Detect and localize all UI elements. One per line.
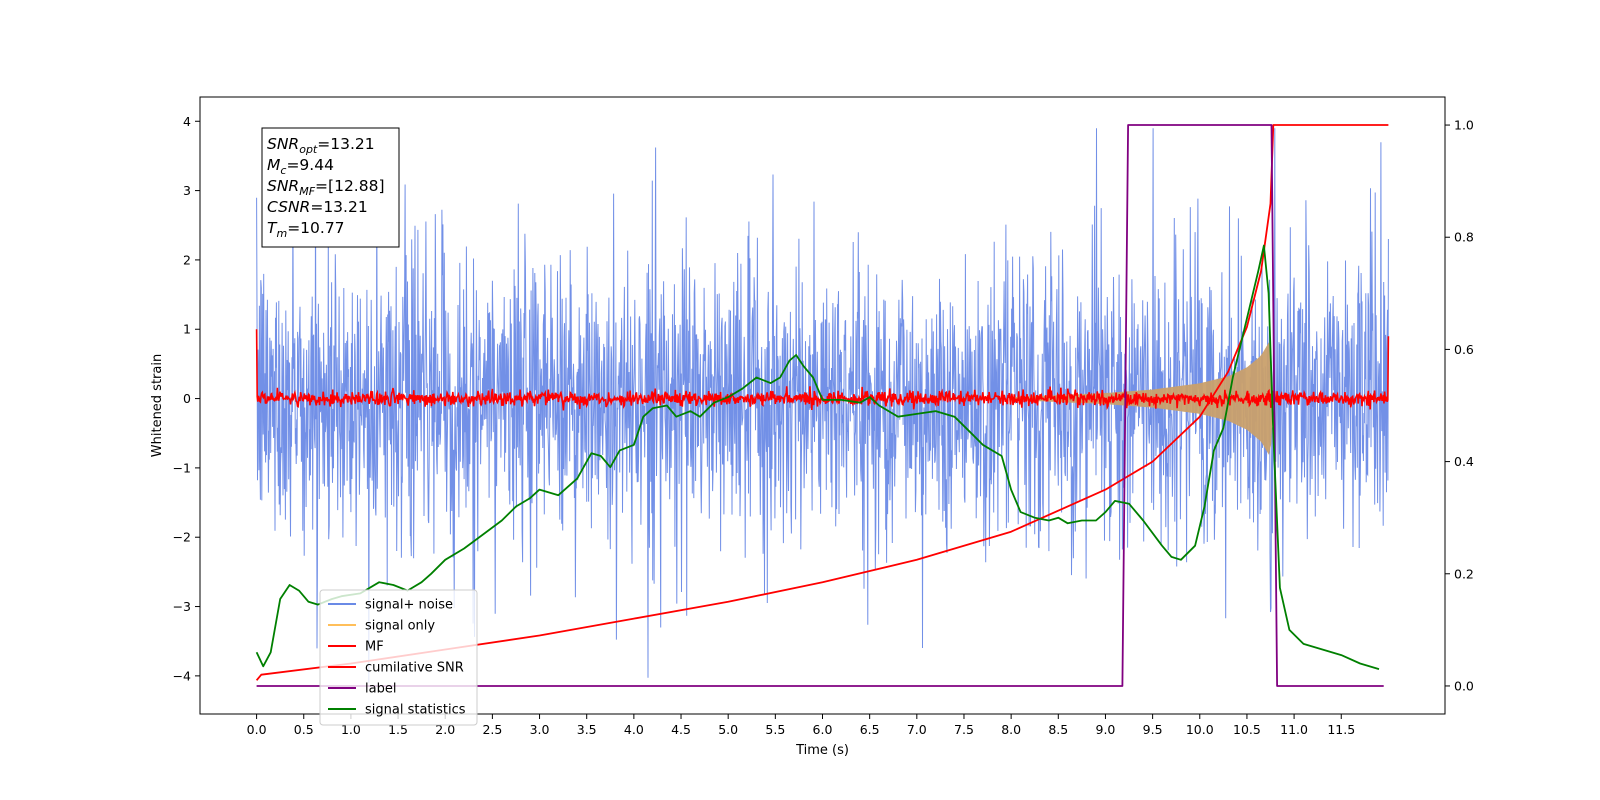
x-tick-label: 0.5 (294, 722, 314, 737)
annotation-value: =10.77 (287, 219, 344, 237)
y2-tick-label: 0.2 (1454, 566, 1474, 581)
y-tick-label: 0 (183, 391, 191, 406)
x-tick-label: 11.5 (1327, 722, 1355, 737)
x-tick-label: 5.0 (718, 722, 738, 737)
legend-label: label (365, 682, 396, 697)
annotation-value: =9.44 (286, 156, 334, 174)
x-tick-label: 7.5 (954, 722, 974, 737)
y2-tick-label: 0.8 (1454, 230, 1474, 245)
annotation-value: =[12.88] (315, 177, 384, 195)
annotation-symbol: M (267, 156, 280, 174)
y-tick-label: −1 (173, 460, 191, 475)
y2-tick-label: 1.0 (1454, 118, 1474, 133)
x-tick-label: 8.0 (1001, 722, 1021, 737)
annotation-symbol: SNR (267, 177, 299, 195)
y-axis-label: Whitened strain (150, 354, 165, 457)
series-signal-noise (256, 128, 1389, 683)
annotation-line: Tm=10.77 (267, 219, 345, 240)
x-tick-label: 9.5 (1143, 722, 1163, 737)
y-tick-label: 4 (183, 114, 191, 129)
axes: 0.0 0.5 1.0 1.5 2.0 2.5 3.0 3.5 4.0 4.5 5.0 5.5 6.0 6… (150, 96, 1474, 758)
annotation-box: SNRopt=13.21Mc=9.44SNRMF=[12.88]CSNR=13.… (261, 127, 400, 248)
legend-label: cumilative SNR (365, 661, 464, 676)
annotation-line: CSNR=13.21 (267, 198, 368, 216)
annotation-subscript: m (276, 227, 287, 240)
annotation-frame (261, 127, 400, 248)
annotation-symbol: CSNR (267, 198, 310, 216)
annotation-value: =13.21 (310, 198, 367, 216)
annotation-line: Mc=9.44 (267, 156, 334, 177)
annotation-subscript: c (280, 164, 286, 177)
x-tick-label: 10.0 (1186, 722, 1214, 737)
y-tick-label: −2 (173, 530, 191, 545)
y2-tick-label: 0.6 (1454, 342, 1474, 357)
y-tick-label: 3 (183, 183, 191, 198)
x-tick-label: 9.0 (1096, 722, 1116, 737)
x-tick-label: 7.0 (907, 722, 927, 737)
y-tick-label: 1 (183, 322, 191, 337)
y-tick-label: −3 (173, 599, 191, 614)
y-tick-label: −4 (173, 668, 191, 683)
annotation-symbol: SNR (267, 135, 299, 153)
x-tick-label: 8.5 (1048, 722, 1068, 737)
y2-tick-label: 0.0 (1454, 678, 1474, 693)
series-signal-statistics (255, 244, 1380, 670)
legend-box (319, 589, 478, 726)
x-tick-label: 2.5 (482, 722, 502, 737)
y2-tick-label: 0.4 (1454, 454, 1474, 469)
annotation-symbol: T (267, 219, 278, 237)
x-tick-label: 4.0 (624, 722, 644, 737)
legend: signal+ noise signal only MF cumilative SNR… (319, 589, 478, 726)
x-tick-label: 6.0 (813, 722, 833, 737)
x-tick-label: 4.5 (671, 722, 691, 737)
x-tick-label: 10.5 (1233, 722, 1261, 737)
legend-label: signal+ noise (365, 598, 453, 613)
x-tick-label: 3.0 (530, 722, 550, 737)
y-tick-label: 2 (183, 252, 191, 267)
x-tick-label: 3.5 (577, 722, 597, 737)
x-axis-label: Time (s) (795, 743, 849, 758)
x-tick-label: 1.0 (341, 722, 361, 737)
x-tick-label: 1.5 (388, 722, 408, 737)
x-tick-label: 11.0 (1280, 722, 1308, 737)
x-tick-label: 5.5 (765, 722, 785, 737)
x-tick-label: 0.0 (247, 722, 267, 737)
x-tick-label: 6.5 (860, 722, 880, 737)
annotation-line: SNRopt=13.21 (267, 135, 375, 156)
legend-label: signal statistics (365, 703, 466, 718)
legend-label: MF (365, 640, 384, 655)
legend-label: signal only (365, 619, 435, 634)
annotation-subscript: opt (299, 143, 318, 156)
annotation-subscript: MF (299, 185, 315, 198)
series-label (256, 124, 1384, 687)
annotation-value: =13.21 (317, 135, 374, 153)
annotation-line: SNRMF=[12.88] (267, 177, 385, 198)
x-tick-label: 2.0 (435, 722, 455, 737)
